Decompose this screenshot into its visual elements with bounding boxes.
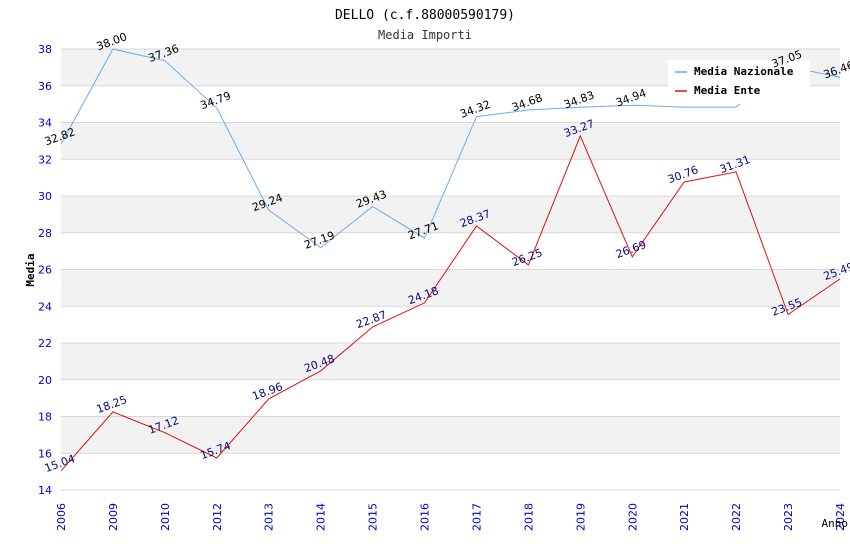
plot-bands [61, 49, 840, 454]
y-axis-label: Media [24, 253, 37, 286]
data-label: 30.76 [666, 163, 700, 186]
legend-label-media-nazionale: Media Nazionale [694, 65, 794, 78]
x-tick-label: 2016 [419, 503, 432, 531]
x-tick-label: 2023 [782, 503, 795, 531]
x-axis-label: Anno [822, 517, 849, 530]
y-tick-label: 16 [38, 447, 52, 460]
y-tick-label: 22 [38, 337, 52, 350]
y-tick-label: 30 [38, 190, 52, 203]
series-line-media-ente [60, 134, 841, 472]
data-label: 26.25 [510, 246, 544, 269]
y-tick-label: 36 [38, 80, 52, 93]
data-label: 34.79 [199, 89, 233, 112]
plot-band [61, 196, 840, 233]
x-axis-ticks: 2006 2009 2010 2012 2013 2014 2015 2016 2017 2018… [55, 503, 847, 531]
legend-label-media-ente: Media Ente [694, 84, 761, 97]
plot-band [61, 343, 840, 380]
x-tick-label: 2012 [211, 503, 224, 531]
y-tick-label: 14 [38, 484, 52, 497]
y-tick-label: 34 [38, 117, 52, 130]
chart-title: DELLO (c.f.88000590179) [335, 8, 515, 23]
chart-subtitle: Media Importi [378, 28, 472, 42]
y-tick-label: 18 [38, 411, 52, 424]
y-tick-label: 20 [38, 374, 52, 387]
plot-band [61, 416, 840, 454]
data-label: 34.83 [562, 88, 596, 111]
x-tick-label: 2014 [315, 503, 328, 531]
legend-box [668, 60, 810, 104]
x-tick-label: 2024 [834, 503, 847, 531]
x-tick-label: 2017 [470, 503, 483, 531]
data-label: 34.68 [510, 91, 544, 114]
y-tick-label: 32 [38, 153, 52, 166]
x-tick-label: 2021 [678, 503, 691, 531]
series-lines [60, 48, 841, 472]
x-tick-label: 2020 [626, 503, 639, 531]
x-tick-label: 2010 [159, 503, 172, 531]
plot-band [61, 122, 840, 160]
y-tick-label: 38 [38, 43, 52, 56]
x-tick-label: 2013 [263, 503, 276, 531]
y-axis-ticks: 14 16 18 20 22 24 26 28 30 32 34 36 38 [38, 43, 52, 497]
x-tick-label: 2015 [367, 503, 380, 531]
x-tick-label: 2018 [522, 503, 535, 531]
x-tick-label: 2009 [107, 503, 120, 531]
y-tick-label: 26 [38, 264, 52, 277]
data-label: 26.69 [614, 238, 648, 261]
y-tick-label: 24 [38, 300, 52, 313]
y-tick-label: 28 [38, 227, 52, 240]
data-label: 34.32 [458, 98, 492, 121]
x-tick-label: 2006 [55, 503, 68, 531]
legend: Media Nazionale Media Ente [668, 60, 810, 104]
plot-band [61, 269, 840, 307]
x-tick-label: 2022 [730, 503, 743, 531]
x-tick-label: 2019 [574, 503, 587, 531]
gridlines [61, 48, 840, 491]
series-line-media-nazionale [60, 48, 841, 249]
